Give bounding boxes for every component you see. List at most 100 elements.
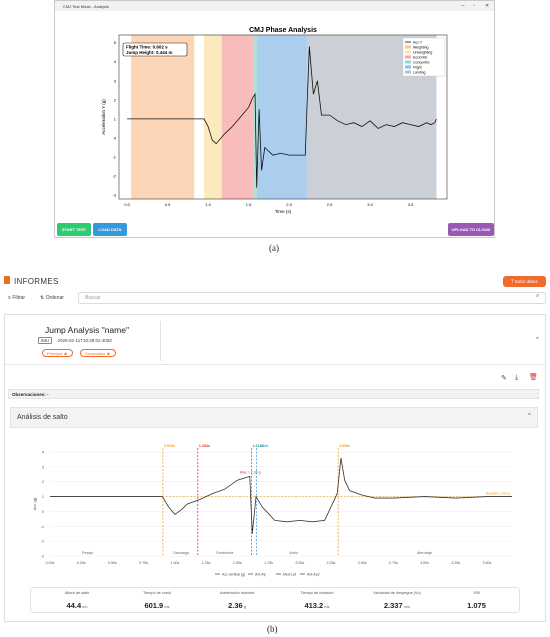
x-tick-label: 2.25s [327, 561, 336, 565]
observations-bar: Observaciones: - [8, 389, 539, 399]
y-tick-label: 3 [42, 465, 44, 469]
reports-icon [4, 276, 10, 284]
flight-time-annotation: Flight Time: 0.602 s [126, 45, 168, 50]
phase-band-weighting [131, 35, 195, 199]
metric-label: RSI [473, 591, 481, 595]
upload-icon: ⤒ [511, 279, 515, 284]
legend-entry: Concentric [413, 60, 430, 64]
x-axis-label: Time (s) [275, 209, 292, 214]
delete-icon[interactable]: 🗑 [529, 374, 538, 381]
legend-entry: Unweighting [413, 50, 432, 54]
pill-primary-label: Principal [47, 351, 63, 356]
y-tick-label: 4 [42, 451, 44, 455]
minimize-icon[interactable]: ─ [461, 3, 465, 9]
y-tick-label: 3 [114, 78, 117, 83]
y-axis-label: Acceleration Y (g) [101, 99, 106, 135]
pill-secondary-label: Secundario [85, 351, 106, 356]
phase-marker-label: 1.614s [253, 444, 264, 448]
start-test-button[interactable]: START TEST [57, 223, 91, 236]
x-tick-label: 2.5 [327, 202, 333, 207]
legend-swatch [405, 55, 411, 59]
x-tick-label: 0.5 [165, 202, 171, 207]
sort-button[interactable]: ⇅ Ordenar [40, 295, 64, 301]
x-tick-label: 1.50s [233, 561, 242, 565]
phase-label: Excéntrica [216, 551, 233, 555]
filter-icon: ≡ [8, 295, 13, 301]
max-annotation: Max = 2.36 g [240, 470, 261, 474]
phase-band-flight [257, 35, 307, 199]
legend-entry: Acc vertical (g) [222, 573, 245, 577]
jump-height-annotation: Jump Height: 0.444 m [126, 50, 173, 55]
collapse-icon[interactable]: ^ [536, 337, 539, 343]
metric-unit: ms [324, 604, 330, 609]
timestamp: 2026-02-11T10:38:02.400Z [57, 338, 112, 343]
maximize-icon[interactable]: ▫ [473, 3, 475, 9]
window-titlebar: CMJ Test Mode - Analysis ─ ▫ ✕ [55, 1, 494, 11]
y-tick-label: 2 [42, 480, 44, 484]
x-tick-label: 0.00s [46, 561, 55, 565]
legend-entry: Acc Y [413, 40, 423, 44]
phase-label: Vuelo [289, 551, 298, 555]
section-header[interactable]: Análisis de salto ^ [10, 407, 538, 428]
metric-value: 1.075 [467, 601, 486, 610]
download-icon[interactable]: ⤓ [515, 374, 519, 381]
x-tick-label: 0.50s [108, 561, 117, 565]
upload-data-button[interactable]: ⤒ Subir datos [503, 276, 546, 287]
metric-value: 2.337 [383, 601, 403, 610]
x-tick-label: 3.50s [483, 561, 492, 565]
metric-value: 413.2 [304, 601, 324, 610]
legend-entry: Med-Lat [283, 573, 296, 577]
y-tick-label: -1 [41, 525, 44, 529]
pill-secondary[interactable]: Secundario ☻ [80, 349, 116, 357]
phase-label: Pesaje [82, 551, 93, 555]
x-tick-label: 0.25s [77, 561, 86, 565]
metrics-panel [30, 587, 520, 613]
pill-primary[interactable]: Principal ☻ [42, 349, 73, 357]
y-tick-label: 1 [42, 495, 44, 499]
y-tick-label: -1 [112, 155, 116, 160]
legend-swatch [405, 70, 411, 74]
legend-entry: Ant-Ap2 [307, 573, 320, 577]
metric-card: Velocidad de despegue (Vo) 2.337m/s [357, 591, 437, 613]
edit-icon[interactable]: ✎ [501, 375, 507, 382]
sort-icon: ⇅ [40, 295, 46, 301]
y-tick-label: -2 [112, 174, 116, 179]
y-tick-label: -3 [112, 193, 116, 198]
metric-value: 601.9 [144, 601, 164, 610]
x-tick-label: 2.00s [295, 561, 304, 565]
x-tick-label: 3.5 [408, 202, 414, 207]
phase-label: Aterrizaje [417, 551, 432, 555]
x-tick-label: 1.75s [264, 561, 273, 565]
x-tick-label: 0.75s [139, 561, 148, 565]
search-input[interactable]: Buscar [78, 292, 546, 304]
metric-unit: g [243, 604, 246, 609]
close-icon[interactable]: ✕ [485, 3, 490, 9]
sort-label: Ordenar [45, 295, 64, 301]
x-tick-label: 1.25s [202, 561, 211, 565]
metric-card: Aceleración máxima 2.36g [197, 591, 277, 613]
upload-to-cloud-button[interactable]: UPLOAD TO CLOUD [448, 223, 494, 236]
series-acc-y [127, 46, 437, 188]
x-tick-label: 2.50s [358, 561, 367, 565]
toolbar: ≡ Filtrar ⇅ Ordenar Buscar ⌕ [4, 292, 546, 305]
y-tick-label: 5 [114, 40, 117, 45]
x-tick-label: 2.0 [286, 202, 292, 207]
analysis-window: CMJ Test Mode - Analysis ─ ▫ ✕ CMJ Phase… [54, 0, 495, 238]
filter-label: Filtrar [12, 295, 26, 301]
metric-unit: m/s [403, 604, 411, 609]
load-data-button[interactable]: LOAD DATA [93, 223, 127, 236]
metric-card: Tiempo de vuelo 601.9ms [117, 591, 197, 613]
search-icon[interactable]: ⌕ [536, 293, 540, 299]
metric-label: Velocidad de despegue (Vo) [373, 591, 421, 595]
filter-button[interactable]: ≡ Filtrar [8, 295, 25, 301]
y-tick-label: 0 [114, 135, 117, 140]
x-tick-label: 1.5 [246, 202, 252, 207]
y-tick-label: 0 [42, 510, 44, 514]
analysis-card: Jump Analysis "name" ^ ✎ ⤓ 🗑 [4, 314, 546, 622]
page-title: INFORMES [14, 277, 59, 286]
phase-band-unweighting [204, 35, 222, 199]
x-tick-label: 0.0 [124, 202, 130, 207]
x-tick-label: 1.00s [170, 561, 179, 565]
collapse-icon[interactable]: ^ [528, 413, 531, 419]
metric-value: 2.36 [228, 601, 243, 610]
